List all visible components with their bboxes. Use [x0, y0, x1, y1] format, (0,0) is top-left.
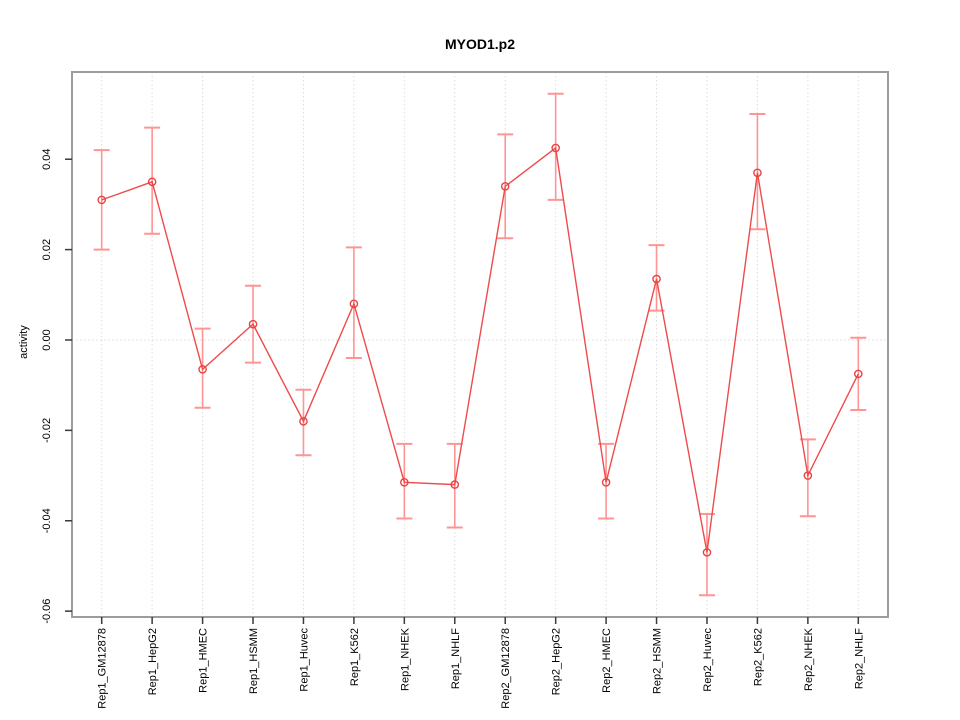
plot-box	[71, 71, 889, 618]
data-point	[299, 417, 308, 426]
chart-title: MYOD1.p2	[444, 36, 515, 52]
x-tick-label: Rep1_NHEK	[399, 627, 411, 691]
y-tick-label: 0.00	[41, 329, 53, 350]
data-point	[803, 471, 813, 480]
data-point	[349, 299, 359, 309]
data-point	[702, 548, 712, 557]
x-tick-label: Rep2_HMEC	[601, 628, 613, 693]
x-tick-label: Rep2_GM12878	[500, 628, 512, 709]
y-tick-label: -0.04	[41, 508, 53, 533]
x-tick-label: Rep2_HepG2	[551, 628, 563, 695]
series-line	[101, 146, 859, 553]
data-point	[97, 195, 106, 205]
data-point	[551, 143, 560, 153]
x-tick-label: Rep2_HSMM	[652, 628, 664, 694]
y-tick-label: -0.02	[41, 418, 53, 443]
data-point	[652, 274, 661, 284]
x-tick-label: Rep1_NHLF	[450, 628, 462, 689]
y-tick-label: -0.06	[41, 599, 53, 624]
data-point	[601, 478, 611, 487]
y-tick-label: 0.02	[41, 239, 53, 260]
data-point	[147, 177, 157, 187]
x-tick-label: Rep1_K562	[349, 628, 361, 686]
x-tick-label: Rep2_K562	[752, 628, 764, 686]
x-tick-label: Rep1_HMEC	[198, 628, 210, 693]
x-tick-label: Rep1_HSMM	[248, 628, 260, 694]
x-tick-label: Rep1_HepG2	[147, 628, 159, 695]
data-point	[450, 480, 460, 489]
data-point	[248, 319, 258, 329]
data-point	[198, 365, 207, 374]
x-tick-label: Rep1_GM12878	[97, 628, 109, 709]
x-tick-label: Rep2_NHLF	[853, 628, 865, 689]
x-tick-label: Rep2_Huvec	[702, 628, 714, 692]
x-tick-label: Rep2_NHEK	[803, 627, 815, 691]
y-tick-label: 0.04	[41, 149, 53, 170]
data-point	[400, 478, 409, 487]
data-point	[854, 369, 863, 379]
x-tick-label: Rep1_Huvec	[298, 628, 310, 692]
data-point	[753, 168, 762, 178]
data-point	[500, 182, 510, 191]
